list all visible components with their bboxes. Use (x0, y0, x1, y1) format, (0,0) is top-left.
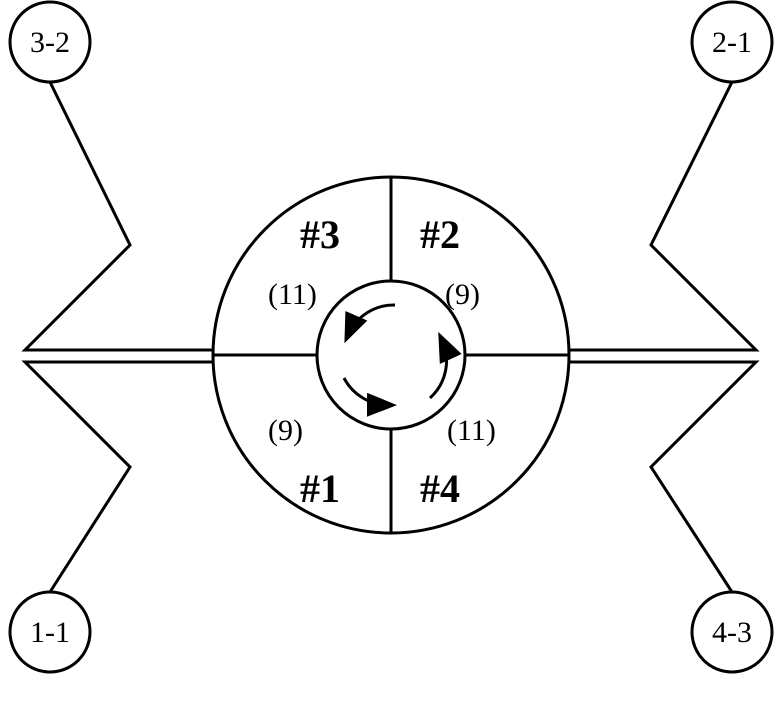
corner-node-bl: 1-1 (10, 592, 90, 672)
quadrant-label-3: #3 (300, 212, 340, 257)
corner-node-br: 4-3 (692, 592, 772, 672)
quadrant-paren-2: (9) (445, 278, 480, 311)
quadrant-label-4: #4 (420, 466, 460, 511)
connector-tl (25, 82, 212, 350)
quadrant-label-1: #1 (300, 466, 340, 511)
quadrant-paren-3: (11) (268, 278, 317, 311)
diagram-canvas: #3 #2 #1 #4 (11) (9) (9) (11) 3-2 2-1 1-… (0, 0, 782, 711)
quadrant-paren-1: (9) (268, 414, 303, 447)
quadrant-paren-4: (11) (447, 414, 496, 447)
corner-node-tl: 3-2 (10, 2, 90, 82)
corner-label-tr: 2-1 (712, 26, 752, 59)
corner-label-br: 4-3 (712, 616, 752, 649)
corner-label-bl: 1-1 (30, 616, 70, 649)
connector-bl (25, 362, 212, 592)
corner-node-tr: 2-1 (692, 2, 772, 82)
center-device: #3 #2 #1 #4 (11) (9) (9) (11) (213, 177, 569, 533)
quadrant-label-2: #2 (420, 212, 460, 257)
corner-label-tl: 3-2 (30, 26, 70, 59)
connector-br (570, 362, 756, 592)
connector-tr (570, 82, 756, 350)
